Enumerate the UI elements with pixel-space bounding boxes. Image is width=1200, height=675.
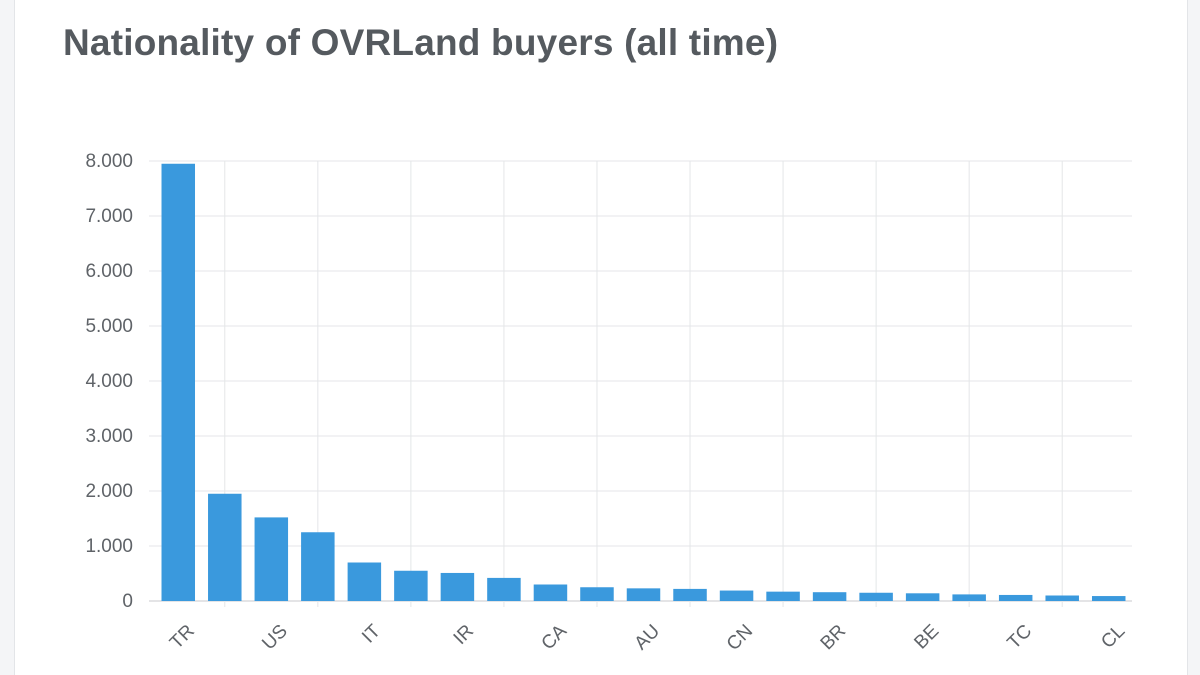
bar (208, 493, 242, 601)
bar (301, 532, 335, 601)
chart-title: Nationality of OVRLand buyers (all time) (63, 22, 779, 63)
bars-layer (161, 163, 1126, 601)
bar (998, 594, 1033, 601)
x-tick-label: TC (1004, 621, 1037, 654)
y-tick-label: 1.000 (85, 536, 133, 557)
y-tick-label: 5.000 (85, 316, 133, 337)
bar (487, 577, 521, 601)
bar (673, 588, 707, 601)
bar (952, 594, 986, 601)
bar (533, 584, 568, 601)
x-tick-label: IR (450, 621, 478, 649)
bar (1045, 595, 1079, 601)
bar (580, 587, 614, 601)
y-tick-label: 3.000 (85, 426, 133, 447)
bar (161, 163, 196, 601)
y-tick-label: 7.000 (85, 206, 133, 227)
x-axis-ticks: TR US IT IR CA AU CN BR BE TC CL (166, 620, 1129, 655)
bar (766, 591, 800, 601)
bar (812, 592, 847, 601)
bar (859, 592, 893, 601)
x-tick-label: BR (817, 621, 851, 655)
bar (1091, 596, 1126, 601)
x-tick-label: CL (1097, 621, 1129, 653)
x-tick-label: CA (538, 621, 572, 655)
x-tick-label: BE (910, 621, 943, 654)
x-tick-label: AU (631, 621, 665, 655)
bar (626, 588, 661, 601)
grid-layer (149, 160, 1132, 607)
y-tick-label: 2.000 (85, 481, 133, 502)
bar (347, 562, 382, 601)
x-tick-label: TR (166, 621, 199, 654)
bar (719, 590, 754, 601)
bar (440, 572, 475, 601)
bar (254, 517, 289, 601)
y-axis-ticks: 0 1.000 2.000 3.000 4.000 5.000 6.000 7.000 8.00… (85, 151, 133, 612)
x-tick-label: US (258, 621, 292, 655)
x-tick-label: IT (358, 620, 385, 647)
y-tick-label: 4.000 (85, 371, 133, 392)
bar (394, 570, 428, 601)
bar (905, 593, 940, 601)
y-tick-label: 8.000 (85, 151, 133, 172)
x-tick-label: CN (723, 621, 757, 655)
y-tick-label: 6.000 (85, 261, 133, 282)
y-tick-label: 0 (122, 591, 133, 612)
